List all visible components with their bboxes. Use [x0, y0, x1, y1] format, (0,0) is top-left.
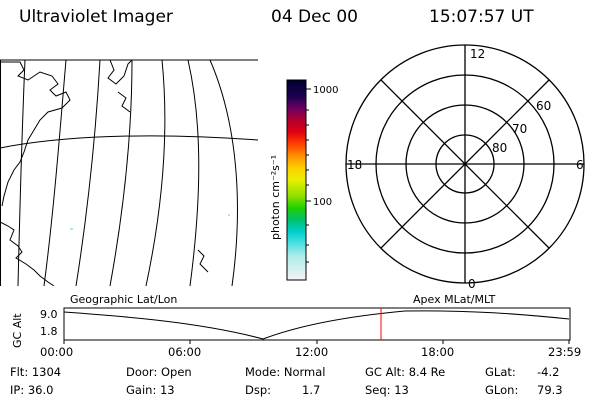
- colorbar-tick-label-100: 100: [313, 197, 332, 208]
- coastline: [0, 61, 71, 207]
- mlat-label-60: 60: [536, 99, 551, 113]
- time-tick-0000: 00:00: [40, 345, 74, 359]
- mlat-label-70: 70: [512, 122, 527, 136]
- latitude-line: [0, 135, 258, 149]
- glat-label: GLat:: [485, 365, 516, 379]
- meridian-line: [43, 60, 67, 286]
- flight-number: Flt: 1304: [10, 365, 62, 379]
- meridian-line: [209, 60, 238, 286]
- sequence-number: Seq: 13: [365, 383, 409, 397]
- coastline: [0, 221, 55, 286]
- app-title: Ultraviolet Imager: [19, 7, 173, 27]
- polar-diagonal: [380, 79, 550, 249]
- gain-value: Gain: 13: [126, 383, 175, 397]
- gc-alt-tick-1-8: 1.8: [40, 325, 58, 338]
- mlt-label-18: 18: [347, 158, 362, 172]
- dsp-label: Dsp:: [245, 383, 272, 397]
- coastline: [107, 60, 133, 85]
- colorbar-unit-label: photon cm⁻²s⁻¹: [269, 155, 282, 240]
- coastline: [197, 249, 209, 273]
- geographic-latlon-label: Geographic Lat/Lon: [70, 293, 178, 306]
- mlt-label-6: 6: [576, 158, 584, 172]
- date-label: 04 Dec 00: [271, 7, 358, 27]
- colorbar-gradient: [286, 79, 307, 281]
- meridian-line: [145, 60, 166, 286]
- time-tick-1800: 18:00: [421, 345, 455, 359]
- mlat-label-80: 80: [492, 141, 507, 155]
- aurora-dot: [228, 214, 230, 216]
- gc-altitude: GC Alt: 8.4 Re: [365, 365, 446, 379]
- time-tick-0600: 06:00: [168, 345, 202, 359]
- time-label: 15:07:57 UT: [429, 7, 534, 27]
- ip-value: IP: 36.0: [10, 383, 54, 397]
- mode-status: Mode: Normal: [245, 365, 326, 379]
- meridian-line: [109, 60, 133, 286]
- dsp-value: 1.7: [302, 383, 321, 397]
- glon-label: GLon:: [485, 383, 519, 397]
- door-status: Door: Open: [126, 365, 192, 379]
- time-tick-1200: 12:00: [295, 345, 329, 359]
- glon-value: 79.3: [537, 383, 563, 397]
- time-tick-2359: 23:59: [548, 345, 582, 359]
- coastline: [117, 91, 131, 113]
- meridian-line: [75, 60, 101, 286]
- gc-alt-axis-label: GC Alt: [11, 313, 24, 348]
- meridian-line: [17, 60, 26, 286]
- mlt-label-12: 12: [470, 47, 485, 61]
- mlt-label-0: 0: [468, 277, 476, 291]
- apex-mlat-mlt-label: Apex MLat/MLT: [413, 293, 496, 306]
- aurora-dot: [70, 228, 73, 230]
- glat-value: -4.2: [537, 365, 560, 379]
- meridian-line: [187, 60, 200, 286]
- colorbar-tick-label-1000: 1000: [313, 85, 338, 96]
- altitude-curve: [63, 310, 570, 340]
- gc-alt-tick-9: 9.0: [40, 308, 58, 321]
